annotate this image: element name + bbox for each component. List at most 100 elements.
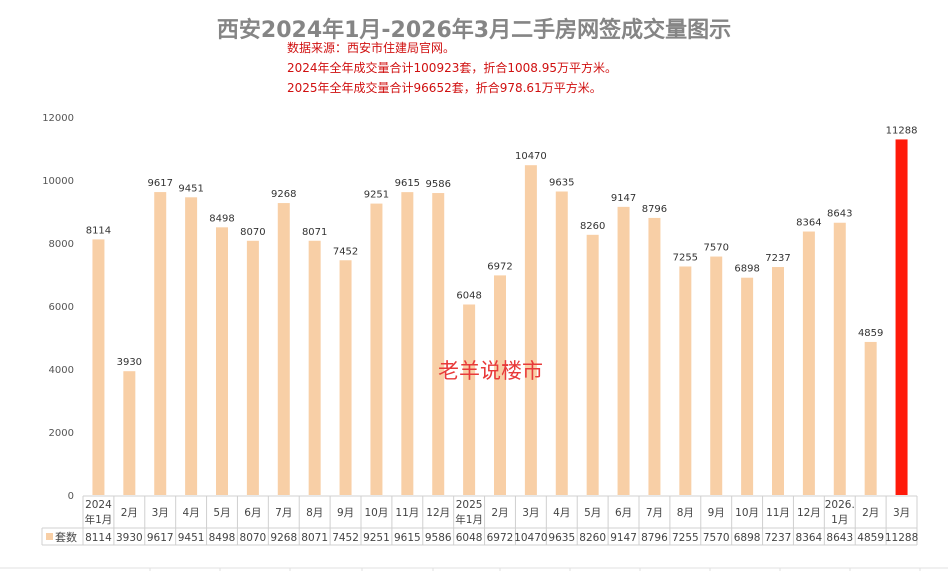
- bar: [555, 191, 568, 495]
- data-label: 6048: [456, 290, 481, 301]
- bar: [772, 267, 784, 495]
- bar: [710, 256, 723, 495]
- table-value: 6048: [456, 532, 483, 544]
- data-label: 8498: [209, 213, 234, 224]
- bar: [586, 234, 599, 495]
- data-label: 9251: [364, 190, 389, 201]
- x-tick-label: 8月: [677, 507, 694, 519]
- bar: [154, 192, 167, 495]
- data-label: 9617: [147, 178, 172, 189]
- bar: [339, 260, 352, 495]
- x-tick-label: 11月: [766, 507, 790, 519]
- x-tick-label: 5月: [584, 507, 601, 519]
- x-tick-label: 1月: [831, 514, 848, 526]
- table-value: 11288: [885, 532, 918, 544]
- table-value: 8070: [240, 532, 267, 544]
- bar: [833, 222, 846, 496]
- table-value: 8364: [796, 532, 823, 544]
- table-value: 9615: [394, 532, 421, 544]
- bar: [524, 165, 537, 495]
- x-tick-label: 2025: [456, 499, 483, 511]
- legend-label: 套数: [55, 531, 77, 544]
- table-value: 10470: [514, 532, 547, 544]
- table-value: 7570: [703, 532, 730, 544]
- x-tick-label: 4月: [183, 507, 200, 519]
- data-label: 8070: [240, 227, 265, 238]
- data-label: 3930: [117, 357, 142, 368]
- data-label: 8071: [302, 227, 327, 238]
- table-value: 6898: [734, 532, 761, 544]
- x-tick-label: 6月: [615, 507, 632, 519]
- bar: [432, 193, 445, 495]
- bar: [463, 304, 476, 495]
- y-tick-label: 0: [68, 491, 74, 502]
- bar: [277, 203, 290, 496]
- table-value: 8643: [826, 532, 853, 544]
- bar: [679, 266, 692, 495]
- bar: [895, 139, 908, 496]
- bar: [92, 239, 105, 495]
- data-label: 11288: [886, 125, 918, 136]
- table-value: 8114: [85, 532, 112, 544]
- bar: [401, 192, 414, 495]
- table-value: 8071: [301, 532, 328, 544]
- bar: [802, 231, 815, 495]
- data-label: 7237: [765, 253, 790, 264]
- watermark: 老羊说楼市: [438, 359, 543, 383]
- x-tick-label: 2026.: [825, 499, 855, 511]
- data-label: 4859: [858, 328, 883, 339]
- legend-swatch: [46, 533, 53, 540]
- source-note: 数据来源：西安市住建局官网。: [287, 41, 456, 55]
- x-tick-label: 2月: [121, 507, 138, 519]
- x-tick-label: 10月: [735, 507, 759, 519]
- y-tick-label: 6000: [49, 302, 74, 313]
- table-value: 4859: [857, 532, 884, 544]
- data-label: 6898: [734, 264, 759, 275]
- y-tick-label: 8000: [49, 239, 74, 250]
- table-value: 9268: [270, 532, 297, 544]
- table-value: 9251: [363, 532, 390, 544]
- table-value: 9635: [548, 532, 575, 544]
- table-value: 9147: [610, 532, 637, 544]
- table-value: 7452: [332, 532, 359, 544]
- bar: [741, 277, 754, 495]
- table-value: 8260: [579, 532, 606, 544]
- x-tick-label: 12月: [797, 507, 821, 519]
- x-tick-label: 2月: [862, 507, 879, 519]
- table-value: 9617: [147, 532, 174, 544]
- x-tick-label: 11月: [395, 507, 419, 519]
- x-tick-label: 12月: [426, 507, 450, 519]
- note-2025: 2025年全年成交量合计96652套，折合978.61万平方米。: [287, 81, 602, 95]
- x-tick-label: 2024: [85, 499, 112, 511]
- x-tick-label: 9月: [708, 507, 725, 519]
- x-tick-label: 5月: [213, 507, 230, 519]
- table-value: 8796: [641, 532, 668, 544]
- x-tick-label: 7月: [275, 507, 292, 519]
- table-value: 6972: [487, 532, 514, 544]
- x-tick-label: 6月: [244, 507, 261, 519]
- table-value: 9586: [425, 532, 452, 544]
- bar: [864, 341, 877, 495]
- table-value: 9451: [178, 532, 205, 544]
- bar: [123, 371, 136, 495]
- data-label: 9615: [395, 178, 420, 189]
- x-tick-label: 年1月: [85, 513, 113, 526]
- bar: [494, 275, 506, 495]
- bar: [308, 240, 321, 495]
- data-label: 9586: [425, 179, 450, 190]
- data-label: 8796: [642, 204, 667, 215]
- x-tick-label: 3月: [893, 507, 910, 519]
- table-value: 7237: [765, 532, 792, 544]
- chart-title: 西安2024年1月-2026年3月二手房网签成交量图示: [216, 18, 732, 43]
- data-label: 9268: [271, 189, 296, 200]
- y-tick-label: 2000: [49, 428, 74, 439]
- x-tick-label: 3月: [522, 507, 539, 519]
- data-label: 9635: [549, 177, 574, 188]
- data-label: 8260: [580, 221, 605, 232]
- data-label: 8114: [86, 225, 111, 236]
- bar: [617, 206, 630, 495]
- x-tick-label: 10月: [365, 507, 389, 519]
- data-label: 10470: [515, 151, 547, 162]
- data-label: 6972: [487, 261, 512, 272]
